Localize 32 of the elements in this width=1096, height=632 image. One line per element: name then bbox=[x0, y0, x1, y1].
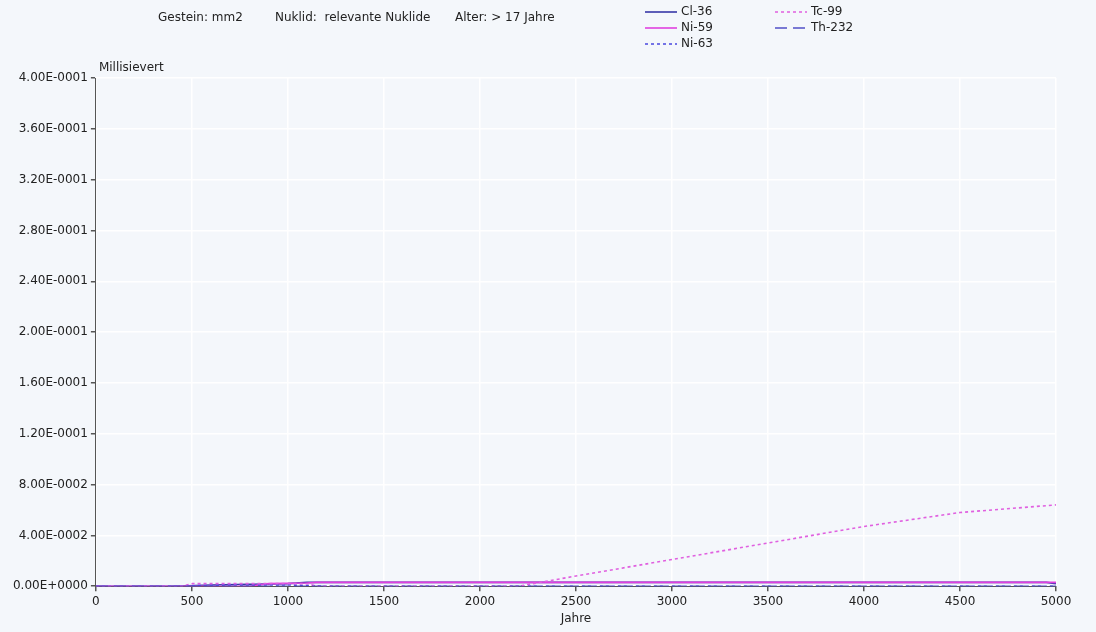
legend-label: Th-232 bbox=[810, 20, 854, 35]
x-tick-label: 1500 bbox=[368, 593, 400, 608]
y-tick-label: 2.80E-0001 bbox=[18, 222, 88, 237]
legend-label: Cl-36 bbox=[681, 4, 713, 19]
x-tick-label: 500 bbox=[180, 593, 204, 608]
y-tick-label: 3.20E-0001 bbox=[18, 171, 88, 186]
x-tick-label: 1000 bbox=[272, 593, 304, 608]
y-tick-label: 1.60E-0001 bbox=[18, 375, 88, 390]
text: Gestein: mm2 bbox=[158, 10, 243, 25]
y-tick-label: 4.00E-0001 bbox=[18, 70, 88, 85]
text: Nuklid: relevante Nuklide bbox=[275, 10, 431, 25]
y-tick-label: 1.20E-0001 bbox=[18, 425, 88, 440]
legend-label: Ni-59 bbox=[681, 20, 713, 35]
legend-label: Ni-63 bbox=[681, 36, 713, 51]
y-tick-label: 2.00E-0001 bbox=[18, 324, 88, 339]
y-tick-label: 8.00E-0002 bbox=[18, 476, 88, 491]
y-tick-label: 0.00E+0000 bbox=[12, 578, 88, 593]
x-tick-label: 4000 bbox=[848, 593, 880, 608]
x-axis-title: Jahre bbox=[559, 610, 592, 625]
y-tick-label: 3.60E-0001 bbox=[18, 120, 88, 135]
text: Alter: > 17 Jahre bbox=[455, 10, 555, 25]
x-tick-label: 2000 bbox=[464, 593, 496, 608]
x-tick-label: 3000 bbox=[656, 593, 688, 608]
x-tick-label: 4500 bbox=[944, 593, 976, 608]
legend-label: Tc-99 bbox=[810, 4, 843, 19]
x-tick-label: 3500 bbox=[752, 593, 784, 608]
x-tick-label: 0 bbox=[92, 593, 100, 608]
y-tick-label: 2.40E-0001 bbox=[18, 273, 88, 288]
x-tick-label: 5000 bbox=[1040, 593, 1072, 608]
x-tick-label: 2500 bbox=[560, 593, 592, 608]
y-tick-label: 4.00E-0002 bbox=[18, 527, 88, 542]
y-axis-title: Millisievert bbox=[98, 60, 164, 75]
